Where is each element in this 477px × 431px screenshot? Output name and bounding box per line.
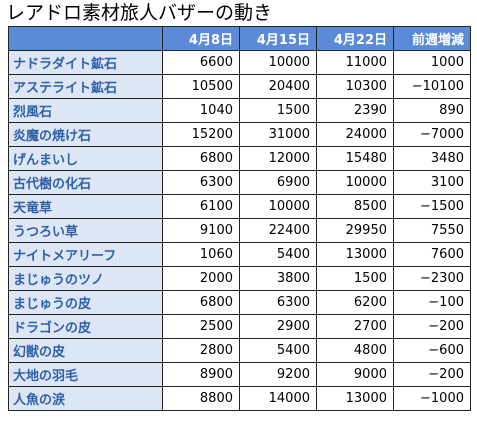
weekly-change-cell: 3480 xyxy=(393,146,471,171)
price-apr15-cell: 12000 xyxy=(239,146,317,171)
item-name-cell: 人魚の涙 xyxy=(8,386,163,411)
price-apr22-cell: 13000 xyxy=(316,242,394,267)
weekly-change-cell: 890 xyxy=(393,98,471,123)
header-cell-apr22: 4月22日 xyxy=(316,26,394,51)
price-apr15-cell: 14000 xyxy=(239,386,317,411)
table-row: うつろい草 9100 22400 29950 7550 xyxy=(8,218,471,243)
price-apr22-cell: 10300 xyxy=(316,74,394,99)
price-apr22-cell: 15480 xyxy=(316,146,394,171)
table-row: 幻獣の皮 2800 5400 4800 −600 xyxy=(8,338,471,363)
price-apr8-cell: 6800 xyxy=(162,290,240,315)
table-row: 人魚の涙 8800 14000 13000 −1000 xyxy=(8,386,471,411)
price-apr15-cell: 31000 xyxy=(239,122,317,147)
price-apr8-cell: 6100 xyxy=(162,194,240,219)
weekly-change-cell: −200 xyxy=(393,362,471,387)
price-apr15-cell: 20400 xyxy=(239,74,317,99)
price-apr22-cell: 10000 xyxy=(316,170,394,195)
table-row: まじゅうの皮 6800 6300 6200 −100 xyxy=(8,290,471,315)
sheet-title: レアドロ素材旅人バザーの動き xyxy=(6,2,273,24)
price-apr8-cell: 10500 xyxy=(162,74,240,99)
price-apr8-cell: 6300 xyxy=(162,170,240,195)
price-apr15-cell: 5400 xyxy=(239,242,317,267)
table-row: ナドラダイト鉱石 6600 10000 11000 1000 xyxy=(8,50,471,75)
item-name-cell: アステライト鉱石 xyxy=(8,74,163,99)
price-apr15-cell: 3800 xyxy=(239,266,317,291)
price-apr15-cell: 2900 xyxy=(239,314,317,339)
price-apr15-cell: 5400 xyxy=(239,338,317,363)
price-apr22-cell: 9000 xyxy=(316,362,394,387)
price-apr15-cell: 10000 xyxy=(239,194,317,219)
weekly-change-cell: −1000 xyxy=(393,386,471,411)
price-apr15-cell: 1500 xyxy=(239,98,317,123)
price-apr22-cell: 11000 xyxy=(316,50,394,75)
weekly-change-cell: −2300 xyxy=(393,266,471,291)
weekly-change-cell: −10100 xyxy=(393,74,471,99)
price-apr15-cell: 10000 xyxy=(239,50,317,75)
item-name-cell: 烈風石 xyxy=(8,98,163,123)
item-name-cell: ドラゴンの皮 xyxy=(8,314,163,339)
weekly-change-cell: −1500 xyxy=(393,194,471,219)
item-name-cell: まじゅうのツノ xyxy=(8,266,163,291)
header-row: 4月8日 4月15日 4月22日 前週増減 xyxy=(8,26,471,51)
price-apr22-cell: 2700 xyxy=(316,314,394,339)
price-apr15-cell: 6900 xyxy=(239,170,317,195)
header-cell-weekly-change: 前週増減 xyxy=(393,26,471,51)
weekly-change-cell: −100 xyxy=(393,290,471,315)
price-table: 4月8日 4月15日 4月22日 前週増減 ナドラダイト鉱石 6600 10000 1… xyxy=(8,26,471,411)
item-name-cell: 古代樹の化石 xyxy=(8,170,163,195)
table-row: 大地の羽毛 8900 9200 9000 −200 xyxy=(8,362,471,387)
table-row: ドラゴンの皮 2500 2900 2700 −200 xyxy=(8,314,471,339)
price-apr22-cell: 24000 xyxy=(316,122,394,147)
item-name-cell: 大地の羽毛 xyxy=(8,362,163,387)
price-apr8-cell: 9100 xyxy=(162,218,240,243)
price-apr8-cell: 2800 xyxy=(162,338,240,363)
weekly-change-cell: 7600 xyxy=(393,242,471,267)
price-apr22-cell: 13000 xyxy=(316,386,394,411)
table-row: アステライト鉱石 10500 20400 10300 −10100 xyxy=(8,74,471,99)
table-row: げんまいし 6800 12000 15480 3480 xyxy=(8,146,471,171)
weekly-change-cell: −600 xyxy=(393,338,471,363)
weekly-change-cell: −200 xyxy=(393,314,471,339)
header-corner-cell xyxy=(8,26,163,51)
item-name-cell: げんまいし xyxy=(8,146,163,171)
price-apr22-cell: 6200 xyxy=(316,290,394,315)
item-name-cell: ナドラダイト鉱石 xyxy=(8,50,163,75)
item-name-cell: ナイトメアリーフ xyxy=(8,242,163,267)
table-row: 炎魔の焼け石 15200 31000 24000 −7000 xyxy=(8,122,471,147)
weekly-change-cell: 3100 xyxy=(393,170,471,195)
table-row: 古代樹の化石 6300 6900 10000 3100 xyxy=(8,170,471,195)
header-cell-apr8: 4月8日 xyxy=(162,26,240,51)
price-apr8-cell: 8800 xyxy=(162,386,240,411)
item-name-cell: 炎魔の焼け石 xyxy=(8,122,163,147)
price-apr15-cell: 6300 xyxy=(239,290,317,315)
weekly-change-cell: −7000 xyxy=(393,122,471,147)
price-apr8-cell: 2000 xyxy=(162,266,240,291)
price-apr15-cell: 9200 xyxy=(239,362,317,387)
price-apr8-cell: 15200 xyxy=(162,122,240,147)
price-apr15-cell: 22400 xyxy=(239,218,317,243)
price-apr8-cell: 6800 xyxy=(162,146,240,171)
table-row: ナイトメアリーフ 1060 5400 13000 7600 xyxy=(8,242,471,267)
item-name-cell: まじゅうの皮 xyxy=(8,290,163,315)
weekly-change-cell: 7550 xyxy=(393,218,471,243)
item-name-cell: うつろい草 xyxy=(8,218,163,243)
table-row: まじゅうのツノ 2000 3800 1500 −2300 xyxy=(8,266,471,291)
price-apr8-cell: 6600 xyxy=(162,50,240,75)
weekly-change-cell: 1000 xyxy=(393,50,471,75)
price-apr8-cell: 1040 xyxy=(162,98,240,123)
header-cell-apr15: 4月15日 xyxy=(239,26,317,51)
item-name-cell: 天竜草 xyxy=(8,194,163,219)
table-row: 烈風石 1040 1500 2390 890 xyxy=(8,98,471,123)
price-apr8-cell: 2500 xyxy=(162,314,240,339)
price-apr22-cell: 4800 xyxy=(316,338,394,363)
price-apr22-cell: 29950 xyxy=(316,218,394,243)
table-row: 天竜草 6100 10000 8500 −1500 xyxy=(8,194,471,219)
price-apr22-cell: 2390 xyxy=(316,98,394,123)
price-apr22-cell: 8500 xyxy=(316,194,394,219)
price-apr8-cell: 1060 xyxy=(162,242,240,267)
price-apr8-cell: 8900 xyxy=(162,362,240,387)
price-apr22-cell: 1500 xyxy=(316,266,394,291)
item-name-cell: 幻獣の皮 xyxy=(8,338,163,363)
